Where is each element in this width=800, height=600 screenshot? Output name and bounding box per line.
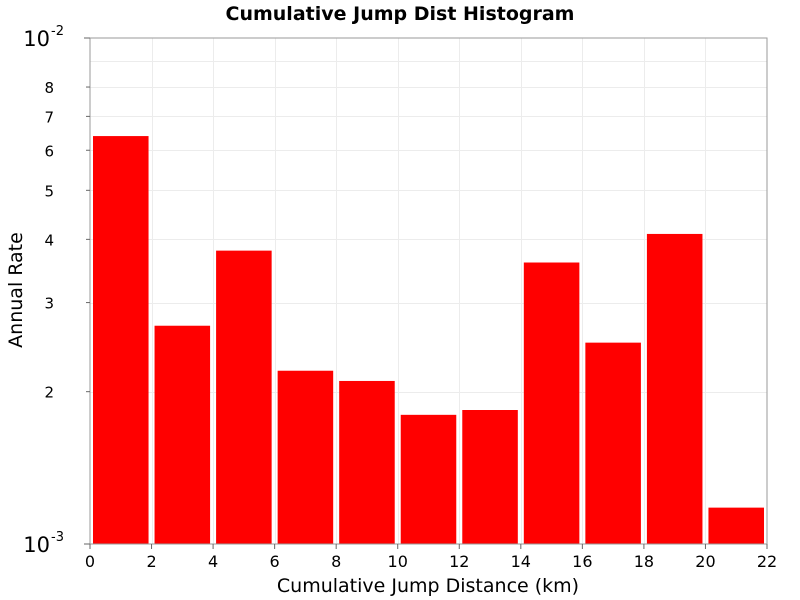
x-tick-label: 14: [511, 552, 531, 571]
plot-frame: [89, 37, 768, 545]
y-tick-label: 3: [44, 295, 54, 313]
histogram-bar: [523, 262, 580, 544]
x-axis-ticks: 0 2 4 6 8 10 12 14 16 18 20 22: [85, 544, 777, 571]
x-tick-label: 20: [695, 552, 715, 571]
x-tick-label: 4: [208, 552, 218, 571]
histogram-bar: [400, 414, 457, 544]
x-tick-label: 2: [146, 552, 156, 571]
histogram-bar: [277, 370, 334, 544]
chart-title: Cumulative Jump Dist Histogram: [226, 3, 575, 25]
y-tick-label: 7: [44, 108, 54, 126]
histogram-bar: [462, 410, 518, 544]
x-tick-label: 6: [270, 552, 280, 571]
y-tick-label: 2: [44, 384, 54, 402]
histogram-bar: [216, 250, 272, 544]
x-tick-label: 22: [757, 552, 777, 571]
histogram-bar: [154, 325, 211, 544]
histogram-bar: [585, 342, 641, 544]
y-decade-label-exponent: -2: [51, 24, 64, 39]
x-tick-label: 0: [85, 552, 95, 571]
histogram-bar: [93, 136, 149, 544]
histogram-bar: [646, 233, 703, 544]
x-tick-label: 18: [634, 552, 654, 571]
x-tick-label: 16: [572, 552, 592, 571]
y-tick-label: 6: [44, 142, 54, 160]
y-tick-label: 4: [44, 231, 54, 249]
x-tick-label: 10: [388, 552, 408, 571]
bars-group: [93, 136, 764, 544]
x-tick-label: 12: [449, 552, 469, 571]
y-decade-label-base: 10: [23, 533, 50, 557]
y-tick-label: 8: [44, 79, 54, 97]
histogram-bar: [339, 380, 395, 544]
x-axis-label: Cumulative Jump Distance (km): [277, 575, 579, 597]
y-tick-label: 5: [44, 182, 54, 200]
y-axis-label: Annual Rate: [5, 232, 27, 348]
histogram-bar: [708, 507, 764, 544]
y-decade-label-base: 10: [23, 27, 50, 51]
x-tick-label: 8: [331, 552, 341, 571]
y-decade-label-exponent: -3: [51, 530, 64, 545]
